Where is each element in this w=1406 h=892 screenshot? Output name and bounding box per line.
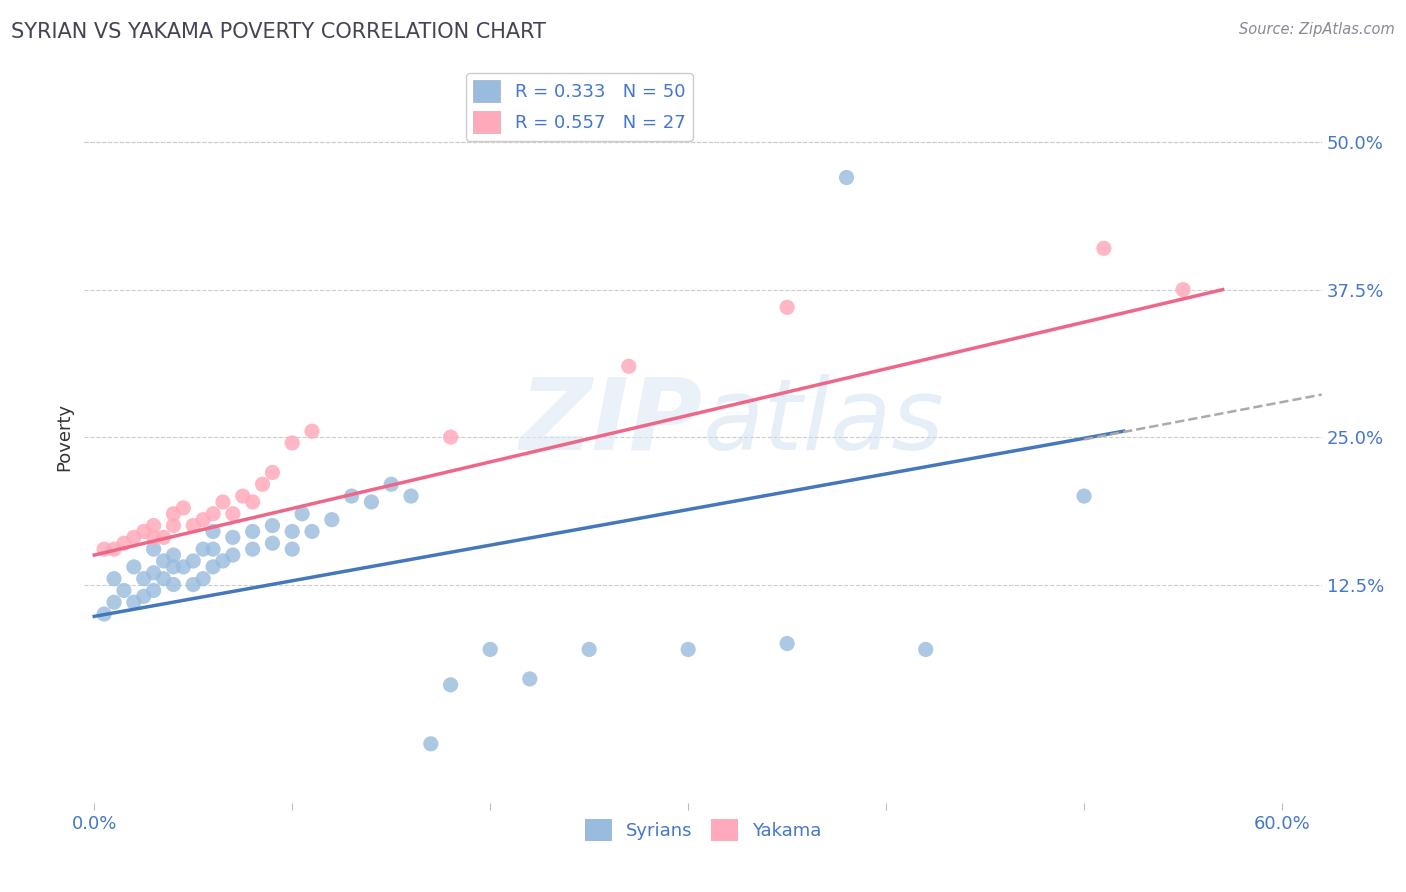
Point xyxy=(242,542,264,557)
Point xyxy=(578,642,600,657)
Legend: Syrians, Yakama: Syrians, Yakama xyxy=(578,812,828,848)
Point xyxy=(152,554,174,568)
Point xyxy=(112,536,135,550)
Point xyxy=(321,513,343,527)
Point xyxy=(1073,489,1095,503)
Point xyxy=(202,524,225,539)
Point xyxy=(242,495,264,509)
Point xyxy=(301,424,323,438)
Point xyxy=(360,495,382,509)
Point xyxy=(291,507,314,521)
Text: atlas: atlas xyxy=(703,374,945,471)
Text: ZIP: ZIP xyxy=(520,374,703,471)
Point xyxy=(222,548,245,562)
Point xyxy=(281,436,304,450)
Point xyxy=(519,672,541,686)
Point xyxy=(222,507,245,521)
Point xyxy=(202,507,225,521)
Point xyxy=(142,583,165,598)
Point xyxy=(439,430,461,444)
Point xyxy=(281,542,304,557)
Point xyxy=(380,477,402,491)
Y-axis label: Poverty: Poverty xyxy=(55,403,73,471)
Point xyxy=(132,572,155,586)
Point xyxy=(142,530,165,544)
Point xyxy=(93,607,115,621)
Point xyxy=(162,559,184,574)
Point xyxy=(262,518,284,533)
Point xyxy=(181,518,204,533)
Point xyxy=(439,678,461,692)
Point xyxy=(479,642,502,657)
Point xyxy=(340,489,363,503)
Point xyxy=(835,170,858,185)
Point xyxy=(914,642,936,657)
Point xyxy=(776,636,799,650)
Point xyxy=(181,577,204,591)
Point xyxy=(301,524,323,539)
Point xyxy=(617,359,640,374)
Point xyxy=(262,536,284,550)
Point xyxy=(132,590,155,604)
Point xyxy=(103,595,125,609)
Point xyxy=(191,542,214,557)
Point xyxy=(152,530,174,544)
Point xyxy=(122,530,145,544)
Point xyxy=(162,548,184,562)
Point xyxy=(212,495,235,509)
Point xyxy=(281,524,304,539)
Point xyxy=(103,572,125,586)
Point xyxy=(142,542,165,557)
Point xyxy=(399,489,422,503)
Text: SYRIAN VS YAKAMA POVERTY CORRELATION CHART: SYRIAN VS YAKAMA POVERTY CORRELATION CHA… xyxy=(11,22,546,42)
Point xyxy=(162,507,184,521)
Point xyxy=(103,542,125,557)
Point xyxy=(419,737,441,751)
Point xyxy=(232,489,254,503)
Point xyxy=(212,554,235,568)
Point xyxy=(202,559,225,574)
Point xyxy=(242,524,264,539)
Point xyxy=(142,566,165,580)
Point xyxy=(222,530,245,544)
Point xyxy=(676,642,699,657)
Point xyxy=(162,577,184,591)
Point xyxy=(93,542,115,557)
Point xyxy=(1092,241,1115,255)
Point xyxy=(181,554,204,568)
Text: Source: ZipAtlas.com: Source: ZipAtlas.com xyxy=(1239,22,1395,37)
Point xyxy=(122,559,145,574)
Point xyxy=(776,301,799,315)
Point xyxy=(262,466,284,480)
Point xyxy=(191,513,214,527)
Point xyxy=(112,583,135,598)
Point xyxy=(1171,283,1194,297)
Point xyxy=(162,518,184,533)
Point xyxy=(191,572,214,586)
Point xyxy=(172,559,194,574)
Point xyxy=(122,595,145,609)
Point xyxy=(152,572,174,586)
Point xyxy=(132,524,155,539)
Point xyxy=(172,500,194,515)
Point xyxy=(252,477,274,491)
Point xyxy=(142,518,165,533)
Point xyxy=(202,542,225,557)
